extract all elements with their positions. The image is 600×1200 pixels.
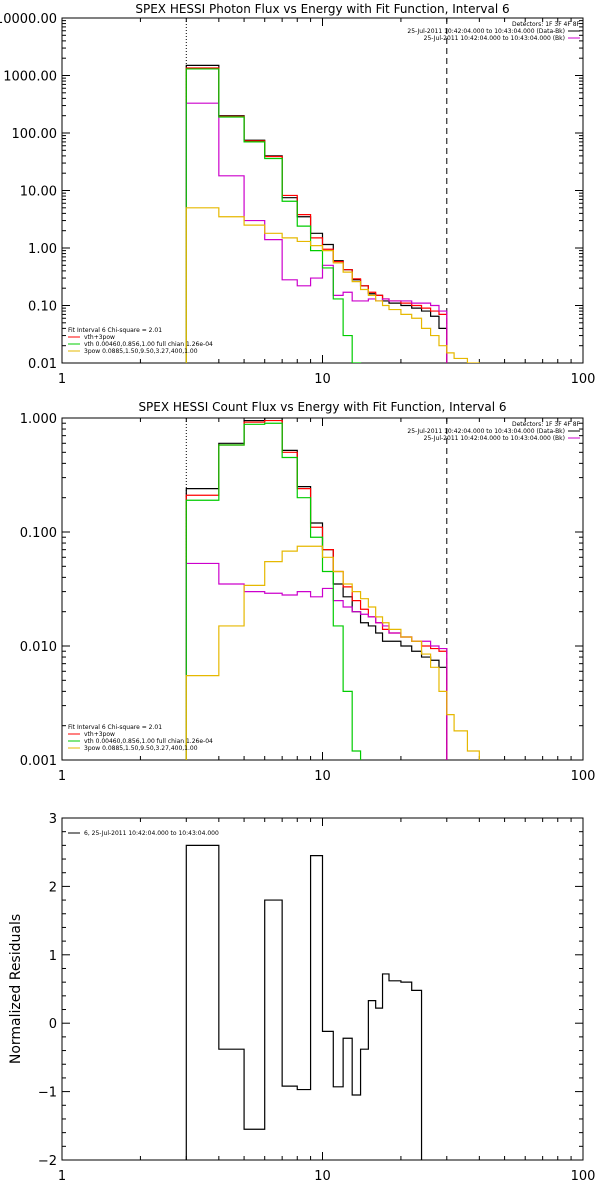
series-step-line — [185, 562, 448, 760]
legend-line: vth 0.00460,0.856,1.00 full chian 1.26e-… — [84, 341, 213, 348]
series-step-line — [185, 68, 362, 363]
legend-line: Fit Interval 6 Chi-square = 2.01 — [68, 327, 162, 334]
x-tick-label: 1 — [58, 372, 66, 387]
series-step-line — [185, 545, 480, 760]
y-tick-label: 1.00 — [28, 242, 57, 257]
legend-line: 3pow 0.0885,1.50,9.50,3.27,400,1.00 — [84, 348, 198, 355]
y-tick-label: 1 — [49, 949, 57, 964]
legend-line: vth+3pow — [84, 334, 115, 341]
y-tick-label: 10.00 — [20, 185, 57, 200]
legend-line: Fit Interval 6 Chi-square = 2.01 — [68, 724, 162, 731]
y-axis-label: Normalized Residuals — [8, 914, 24, 1064]
y-tick-label: 0.001 — [20, 754, 57, 769]
x-tick-label: 10 — [314, 769, 331, 784]
series-step-line — [185, 64, 448, 363]
legend-line: vth+3pow — [84, 731, 115, 738]
x-tick-label: 100 — [571, 1169, 596, 1184]
photon-flux-panel: SPEX HESSI Photon Flux vs Energy with Fi… — [0, 2, 595, 387]
series-step-line — [185, 844, 423, 1160]
y-tick-label: 1.000 — [20, 412, 57, 427]
chart-title: SPEX HESSI Count Flux vs Energy with Fit… — [138, 400, 506, 414]
x-tick-label: 10 — [314, 1169, 331, 1184]
y-tick-label: 0.01 — [28, 357, 57, 372]
count-flux-panel: SPEX HESSI Count Flux vs Energy with Fit… — [20, 400, 596, 784]
y-tick-label: 100.00 — [12, 127, 58, 142]
y-tick-label: −2 — [38, 1154, 57, 1169]
series-step-line — [185, 102, 448, 363]
residuals-panel: 1 10 100 −2 −1 0 1 2 3 Normalized Residuals 6, 25-… — [8, 812, 595, 1184]
legend-line: 3pow 0.0885,1.50,9.50,3.27,400,1.00 — [84, 745, 198, 752]
x-tick-label: 10 — [314, 372, 331, 387]
header-line: Detectors: 1F 3F 4F 8F — [512, 21, 581, 28]
header-line: 25-Jul-2011 10:42:04.000 to 10:43:04.000… — [424, 35, 565, 42]
header-line: 25-Jul-2011 10:42:04.000 to 10:43:04.000… — [407, 428, 565, 435]
series-step-line — [185, 419, 448, 760]
legend-line: vth 0.00460,0.856,1.00 full chian 1.26e-… — [84, 738, 213, 745]
series-step-line — [185, 418, 448, 760]
y-tick-label: 10000.00 — [0, 12, 57, 27]
y-tick-label: 0.10 — [28, 300, 57, 315]
x-tick-label: 1 — [58, 1169, 66, 1184]
series-step-line — [185, 422, 362, 760]
y-tick-label: 2 — [49, 880, 57, 895]
header-line: 25-Jul-2011 10:42:04.000 to 10:43:04.000… — [424, 435, 565, 442]
legend-line: 6, 25-Jul-2011 10:42:04.000 to 10:43:04.… — [84, 830, 219, 837]
plot-frame — [61, 17, 584, 364]
y-tick-label: 0 — [49, 1017, 57, 1032]
x-tick-label: 100 — [571, 769, 596, 784]
x-tick-label: 100 — [571, 372, 596, 387]
header-line: Detectors: 1F 3F 4F 8F — [512, 421, 581, 428]
y-tick-label: −1 — [38, 1086, 57, 1101]
y-tick-label: 1000.00 — [3, 70, 57, 85]
y-tick-label: 0.100 — [20, 526, 57, 541]
series-step-line — [185, 207, 480, 363]
header-line: 25-Jul-2011 10:42:04.000 to 10:43:04.000… — [407, 28, 565, 35]
series-step-line — [185, 67, 448, 363]
x-tick-label: 1 — [58, 769, 66, 784]
y-tick-label: 0.010 — [20, 640, 57, 655]
y-tick-label: 3 — [49, 812, 57, 827]
chart-title: SPEX HESSI Photon Flux vs Energy with Fi… — [135, 2, 509, 16]
